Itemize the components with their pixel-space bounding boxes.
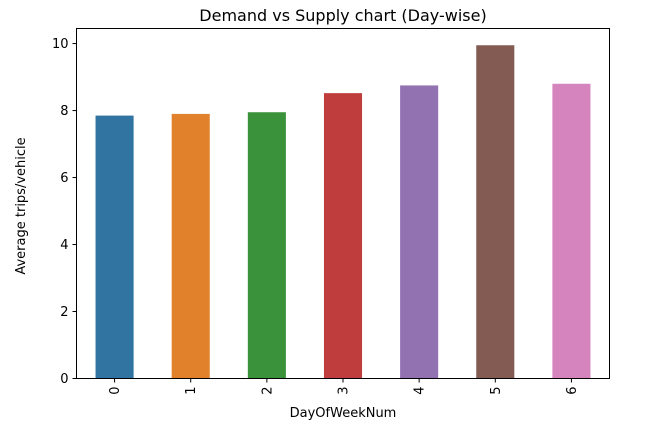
bars-group — [95, 45, 591, 379]
x-tick-label: 5 — [489, 387, 504, 395]
x-tick-label: 2 — [260, 387, 275, 395]
bar-day-5 — [476, 45, 515, 379]
y-axis-ticks: 0 2 4 6 8 10 — [52, 37, 77, 387]
x-tick-label: 4 — [413, 387, 428, 395]
x-tick-label: 1 — [184, 387, 199, 395]
bar-day-3 — [323, 93, 363, 379]
y-axis-label: Average trips/vehicle — [14, 137, 29, 274]
bar-day-1 — [171, 113, 210, 379]
x-axis-ticks: 0 1 2 3 4 5 6 — [108, 378, 580, 395]
bar-day-0 — [95, 115, 134, 379]
y-tick-label: 2 — [60, 305, 68, 320]
y-tick-label: 0 — [60, 372, 68, 387]
x-tick-label: 3 — [337, 387, 352, 395]
x-axis-label: DayOfWeekNum — [290, 406, 397, 421]
bar-day-2 — [247, 112, 286, 379]
plot-frame — [76, 28, 610, 379]
y-tick-label: 8 — [60, 104, 68, 119]
x-tick-label: 6 — [565, 387, 580, 395]
bar-day-4 — [400, 85, 439, 379]
y-tick-label: 6 — [60, 171, 68, 186]
x-tick-label: 0 — [108, 387, 123, 395]
y-tick-label: 4 — [60, 238, 68, 253]
bar-day-6 — [552, 83, 591, 379]
y-tick-label: 10 — [52, 37, 69, 52]
chart-title: Demand vs Supply chart (Day-wise) — [199, 6, 486, 25]
